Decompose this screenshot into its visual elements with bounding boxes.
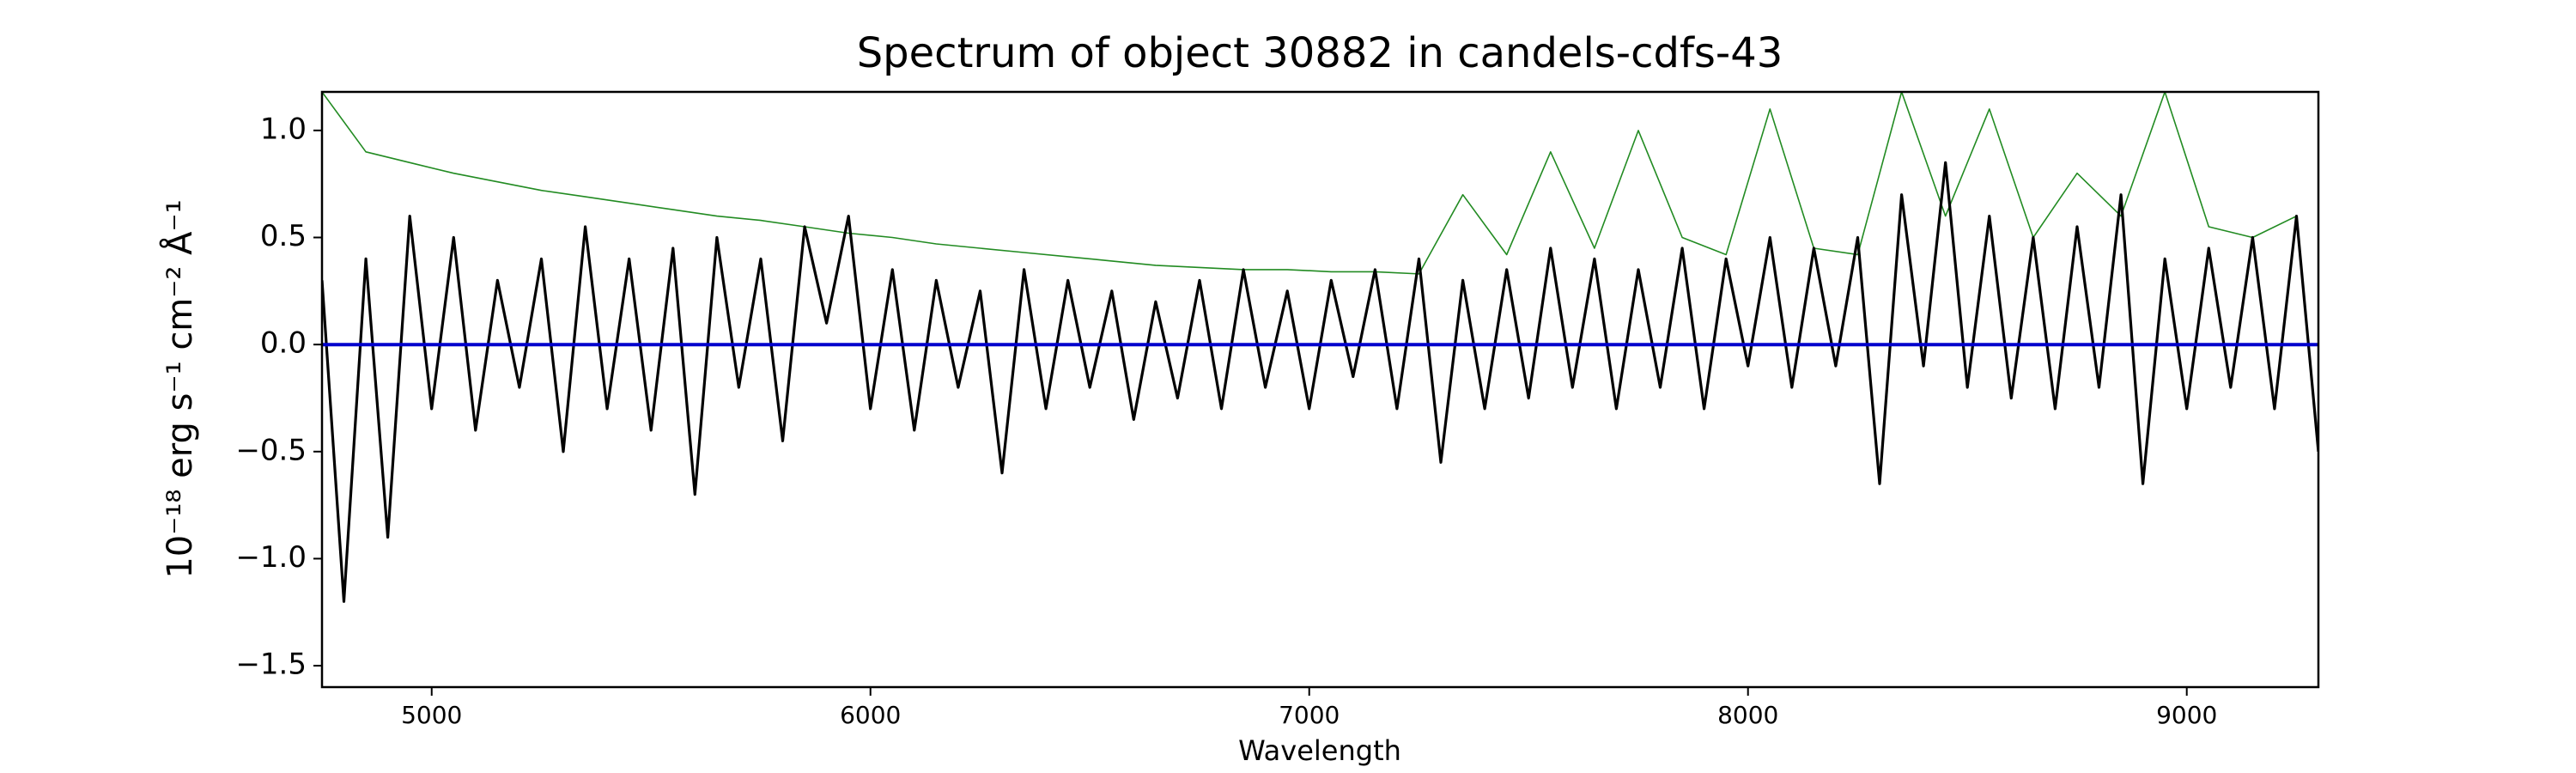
spectrum-line [322,92,2297,275]
y-tick-label: −1.5 [235,648,307,682]
x-tick-label: 5000 [401,701,462,729]
y-tick-label: 1.0 [260,112,307,146]
x-tick-label: 8000 [1717,701,1778,729]
y-tick-label: 0.5 [260,219,307,253]
chart-title: Spectrum of object 30882 in candels-cdfs… [857,29,1783,77]
y-tick-label: −0.5 [235,433,307,467]
plot-area [322,92,2318,603]
y-tick-label: −1.0 [235,540,307,575]
x-tick-label: 9000 [2156,701,2217,729]
y-axis-label: 10⁻¹⁸ erg s⁻¹ cm⁻² Å⁻¹ [159,199,200,578]
y-tick-label: 0.0 [260,326,307,361]
x-axis-label: Wavelength [1238,734,1401,767]
x-tick-label: 6000 [840,701,901,729]
x-tick-label: 7000 [1279,701,1340,729]
axes-frame [320,90,2320,689]
spectrum-line [322,161,2318,603]
